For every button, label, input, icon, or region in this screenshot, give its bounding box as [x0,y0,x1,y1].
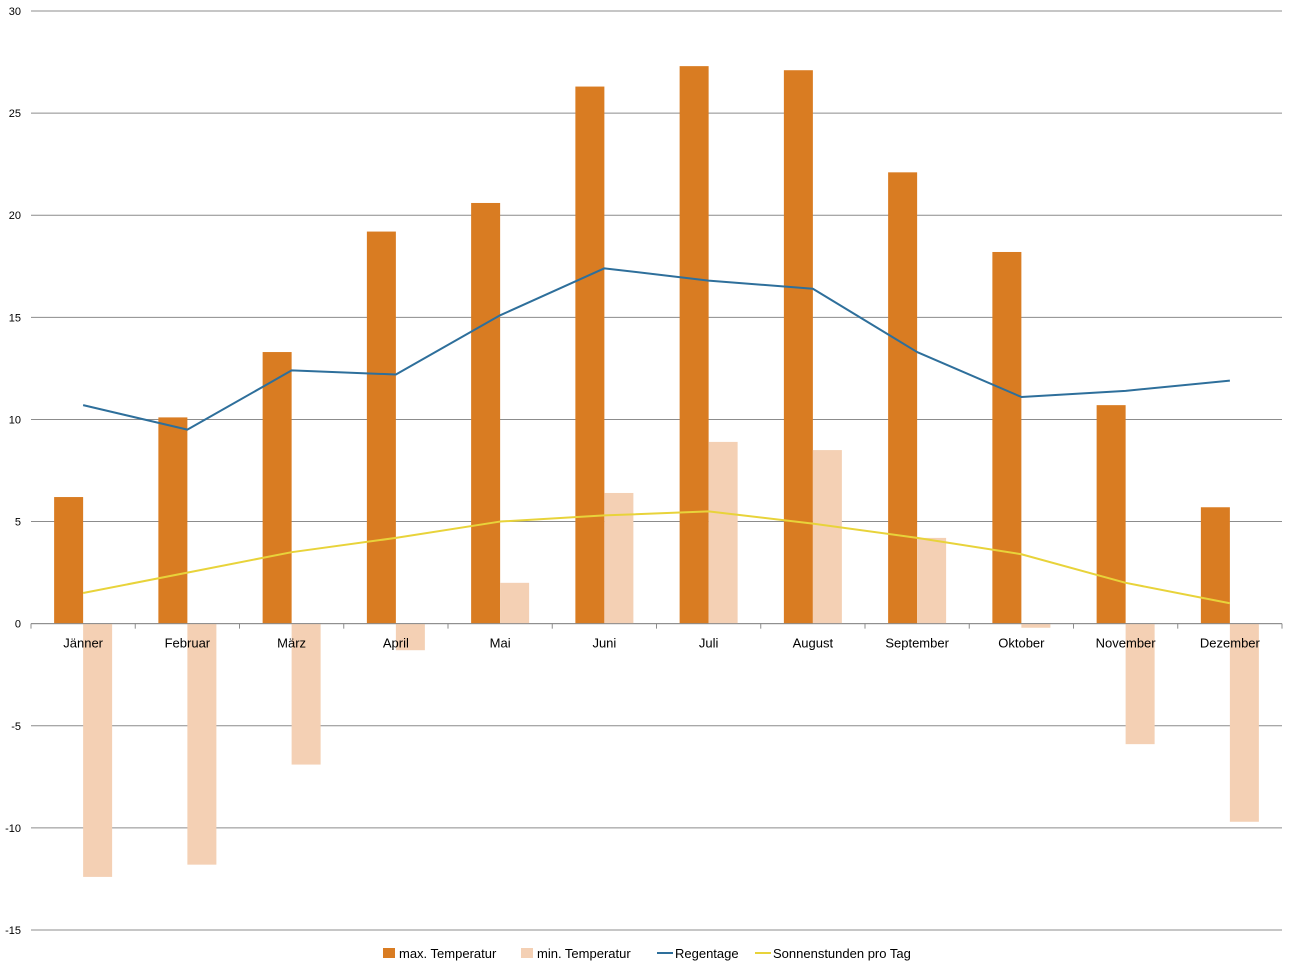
max-temp-bar [1096,405,1126,624]
x-category-label: April [383,636,409,651]
max-temp-bar [888,172,918,624]
min-temp-bar [1125,623,1155,745]
max-temp-bar [471,202,501,624]
x-category-label: Februar [165,636,211,651]
y-tick-label: 10 [9,414,21,426]
min-temp-bar [83,623,113,877]
sonnenstunden-line [82,510,1231,605]
x-category-label: Juli [699,636,719,651]
max-temp-bar [262,352,292,624]
x-category-label: November [1096,636,1157,651]
min-temp-bar [187,623,217,865]
y-tick-label: 25 [9,108,21,120]
min-temp-bar [917,537,947,624]
y-axis-tick-labels: -15 -10 -5 0 5 10 15 20 25 30 [5,6,21,937]
legend-label: Sonnenstunden pro Tag [773,946,911,961]
y-tick-label: 0 [15,619,21,631]
y-tick-label: 30 [9,6,21,18]
x-category-label: Dezember [1200,636,1261,651]
min-temp-bar [500,582,530,624]
x-category-label: März [277,636,306,651]
line-series [82,267,1231,605]
x-category-label: Oktober [998,636,1045,651]
y-tick-label: 15 [9,312,21,324]
min-temp-bar [291,623,321,765]
min-temp-bar [395,623,425,651]
max-temp-bar [783,70,813,624]
legend-label: Regentage [675,946,739,961]
legend-swatch [383,948,395,958]
legend-swatch [521,948,533,958]
x-category-label: August [793,636,834,651]
y-tick-label: -10 [5,823,21,835]
y-tick-label: -15 [5,925,21,937]
x-category-label: Mai [490,636,511,651]
min-temp-bar [812,450,842,624]
x-axis-tick-labels: Jänner Februar März April Mai Juni Juli August S… [63,636,1260,651]
max-temp-bar [1200,507,1230,624]
x-category-label: Jänner [63,636,103,651]
max-temp-bar [575,86,605,624]
min-temp-bar [708,441,738,624]
legend-label: min. Temperatur [537,946,631,961]
x-category-label: Juni [592,636,616,651]
max-temp-bar [992,251,1022,624]
bar-series [54,66,1259,877]
min-temp-bar [1229,623,1259,822]
legend: max. Temperatur min. Temperatur Regentage S… [383,946,911,961]
max-temp-bar [679,66,709,624]
regentage-line [82,267,1230,431]
x-axis-baseline [30,623,1283,629]
gridlines [31,10,1282,931]
min-temp-bar [604,492,634,624]
y-tick-label: 20 [9,210,21,222]
min-temp-bar [1021,623,1051,628]
max-temp-bar [54,497,84,624]
y-tick-label: 5 [15,517,21,529]
max-temp-bar [366,231,396,624]
legend-label: max. Temperatur [399,946,497,961]
max-temp-bar [158,417,188,624]
x-category-label: September [885,636,949,651]
y-tick-label: -5 [11,721,21,733]
